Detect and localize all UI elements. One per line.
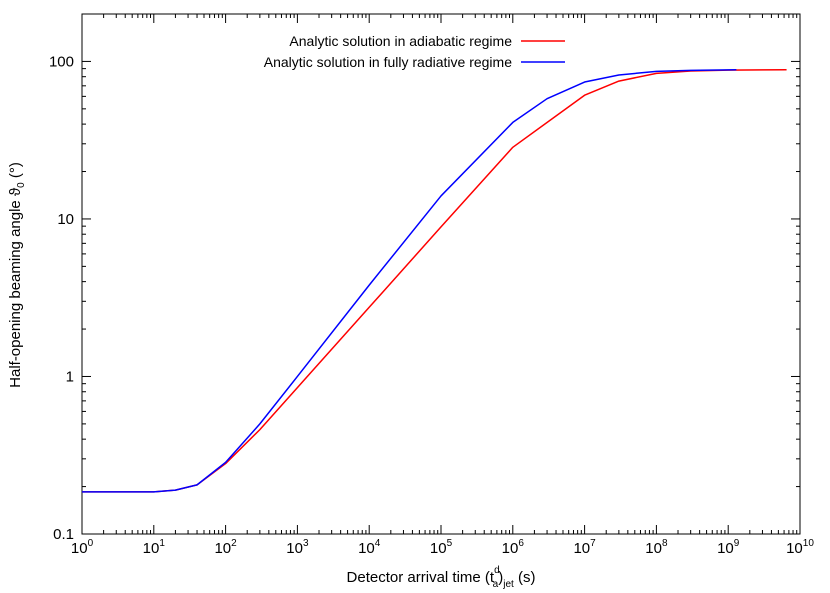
series-line-1 [82, 69, 737, 493]
legend-label-radiative: Analytic solution in fully radiative reg… [264, 54, 512, 70]
x-tick-label: 106 [502, 538, 525, 557]
y-tick-labels: 0.1 1 10 100 [49, 53, 74, 543]
x-tick-label: 102 [214, 538, 237, 557]
x-tick-labels: 100 101 102 103 104 105 106 107 108 109 1010 [71, 538, 814, 557]
y-tick-label: 100 [49, 53, 74, 70]
x-axis-title: Detector arrival time (td a)jet (s) [347, 565, 536, 590]
x-tick-label: 107 [573, 538, 596, 557]
x-tick-label: 105 [430, 538, 453, 557]
x-tick-label: 100 [71, 538, 94, 557]
y-tick-label: 0.1 [53, 526, 74, 543]
x-tick-label: 101 [143, 538, 166, 557]
series-layer [82, 69, 787, 493]
y-axis-title: Half-opening beaming angle ϑ0 (°) [7, 162, 27, 388]
x-tick-label: 109 [717, 538, 740, 557]
x-tick-label: 103 [286, 538, 309, 557]
y-tick-label: 10 [57, 211, 74, 228]
legend: Analytic solution in adiabatic regime An… [264, 33, 565, 70]
legend-label-adiabatic: Analytic solution in adiabatic regime [289, 33, 512, 49]
x-tick-label: 1010 [786, 538, 814, 557]
axis-ticks [81, 13, 801, 535]
y-tick-label: 1 [66, 368, 74, 385]
x-tick-label: 104 [358, 538, 381, 557]
series-line-0 [82, 69, 787, 493]
plot-frame [81, 13, 801, 535]
x-tick-label: 108 [645, 538, 668, 557]
